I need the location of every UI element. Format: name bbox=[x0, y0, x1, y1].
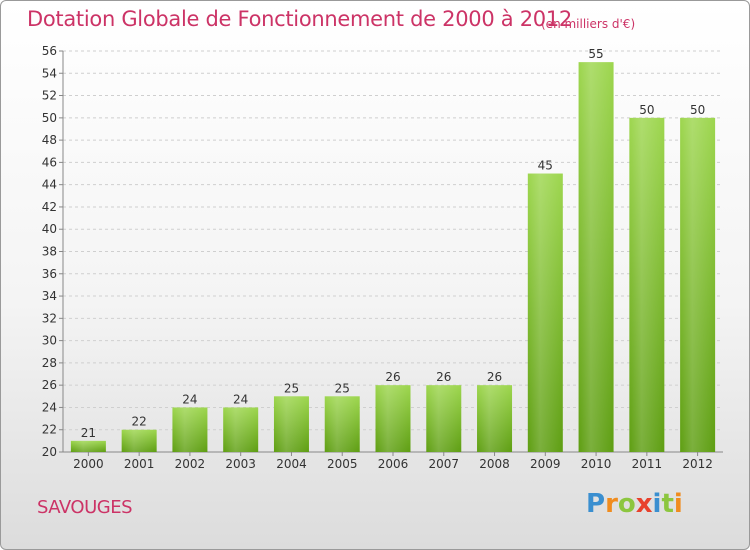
logo-letter: t bbox=[661, 489, 674, 519]
x-tick-label: 2005 bbox=[327, 457, 358, 471]
y-tick-label: 50 bbox=[42, 111, 57, 125]
data-label-2011: 50 bbox=[639, 103, 654, 117]
x-tick-label: 2001 bbox=[124, 457, 155, 471]
logo-letter: x bbox=[635, 489, 653, 519]
y-tick-label: 46 bbox=[42, 155, 57, 169]
bar-shine-2011 bbox=[629, 117, 665, 452]
y-tick-label: 40 bbox=[42, 222, 57, 236]
y-tick-label: 28 bbox=[42, 356, 57, 370]
y-tick-label: 32 bbox=[42, 311, 57, 325]
y-tick-label: 52 bbox=[42, 89, 57, 103]
bar-shine-2007 bbox=[426, 385, 462, 452]
chart-title: Dotation Globale de Fonctionnement de 20… bbox=[27, 7, 572, 31]
data-label-2007: 26 bbox=[436, 370, 451, 384]
x-tick-label: 2009 bbox=[530, 457, 561, 471]
logo-letter: P bbox=[586, 489, 606, 519]
bar-shine-2001 bbox=[121, 429, 157, 452]
y-tick-label: 56 bbox=[42, 44, 57, 58]
logo-letter: i bbox=[652, 489, 662, 519]
logo-letter: i bbox=[673, 489, 683, 519]
bar-shine-2002 bbox=[172, 407, 208, 452]
data-label-2006: 26 bbox=[385, 370, 400, 384]
bars bbox=[70, 62, 716, 453]
data-label-2002: 24 bbox=[182, 392, 197, 406]
y-tick-label: 38 bbox=[42, 245, 57, 259]
x-tick-label: 2003 bbox=[225, 457, 256, 471]
y-tick-label: 36 bbox=[42, 267, 57, 281]
data-label-2009: 45 bbox=[538, 159, 553, 173]
bar-shine-2009 bbox=[527, 173, 563, 452]
proxiti-logo: Proxiti bbox=[586, 489, 683, 519]
x-tick-label: 2000 bbox=[73, 457, 104, 471]
y-tick-label: 42 bbox=[42, 200, 57, 214]
data-label-2004: 25 bbox=[284, 381, 299, 395]
x-tick-label: 2011 bbox=[632, 457, 663, 471]
data-label-2012: 50 bbox=[690, 103, 705, 117]
y-tick-label: 22 bbox=[42, 423, 57, 437]
x-tick-label: 2007 bbox=[428, 457, 459, 471]
logo-letter: o bbox=[617, 489, 636, 519]
y-tick-label: 30 bbox=[42, 334, 57, 348]
y-tick-label: 48 bbox=[42, 133, 57, 147]
data-label-2001: 22 bbox=[132, 415, 147, 429]
commune-name: SAVOUGES bbox=[37, 497, 133, 518]
data-labels: 21 22 24 24 25 25 26 26 26 45 55 50 50 bbox=[81, 47, 706, 440]
x-tick-label: 2006 bbox=[378, 457, 409, 471]
y-tick-label: 34 bbox=[42, 289, 57, 303]
y-tick-label: 24 bbox=[42, 400, 57, 414]
chart-subtitle: (en milliers d'€) bbox=[541, 17, 636, 31]
data-label-2010: 55 bbox=[588, 47, 603, 61]
bar-shine-2008 bbox=[477, 385, 513, 452]
bar-shine-2010 bbox=[578, 62, 614, 453]
data-label-2005: 25 bbox=[335, 381, 350, 395]
data-label-2008: 26 bbox=[487, 370, 502, 384]
x-tick-label: 2002 bbox=[175, 457, 206, 471]
data-label-2003: 24 bbox=[233, 392, 248, 406]
bar-shine-2006 bbox=[375, 385, 411, 452]
y-tick-label: 44 bbox=[42, 178, 57, 192]
logo-letter: r bbox=[605, 489, 618, 519]
x-tick-label: 2008 bbox=[479, 457, 510, 471]
x-axis: 2000 2001 2002 2003 2004 2005 2006 2007 2008 2009… bbox=[73, 452, 713, 471]
bar-shine-2012 bbox=[680, 117, 716, 452]
x-tick-label: 2004 bbox=[276, 457, 307, 471]
y-axis: 20 22 24 26 28 30 32 34 36 38 40 42 44 46 48 50 52 54 56 bbox=[42, 44, 723, 459]
bar-shine-2004 bbox=[273, 396, 309, 452]
y-tick-label: 26 bbox=[42, 378, 57, 392]
y-tick-label: 20 bbox=[42, 445, 57, 459]
x-tick-label: 2010 bbox=[581, 457, 612, 471]
bar-shine-2003 bbox=[223, 407, 259, 452]
bar-shine-2005 bbox=[324, 396, 360, 452]
bar-shine-2000 bbox=[70, 440, 106, 452]
y-tick-label: 54 bbox=[42, 66, 57, 80]
x-tick-label: 2012 bbox=[682, 457, 713, 471]
data-label-2000: 21 bbox=[81, 426, 96, 440]
